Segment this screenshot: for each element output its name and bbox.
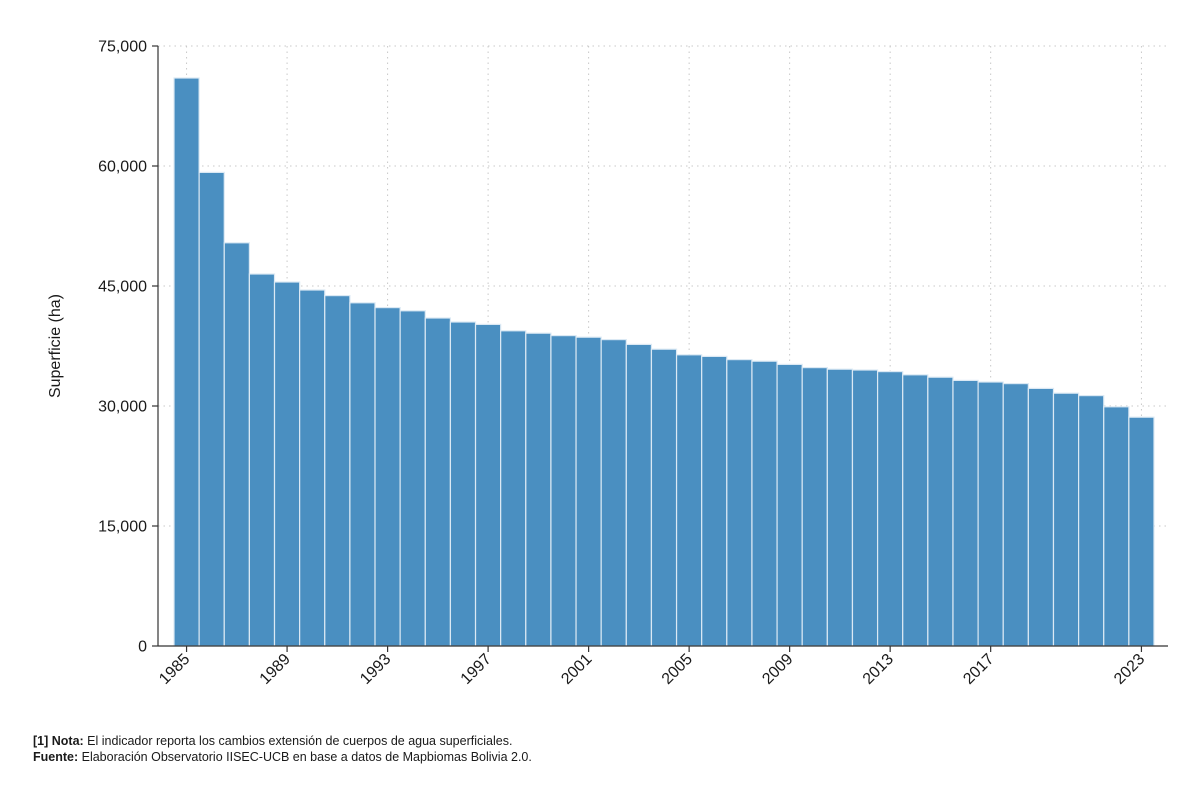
x-tick-label: 1997 (458, 651, 495, 688)
bar-2023 (1128, 416, 1155, 647)
bar-1992 (349, 302, 376, 647)
bar-2008 (751, 360, 778, 647)
bars (173, 77, 1155, 647)
bar-2009 (776, 363, 803, 647)
x-tick-label: 1985 (156, 651, 193, 688)
fuente-text: Elaboración Observatorio IISEC-UCB en ba… (78, 750, 532, 764)
bar-1997 (474, 323, 502, 647)
bar-1998 (500, 330, 527, 647)
bar-2014 (902, 374, 929, 647)
fuente-line: Fuente: Elaboración Observatorio IISEC-U… (33, 749, 532, 765)
bar-2010 (801, 367, 828, 647)
x-tick-label: 2001 (558, 651, 595, 688)
bar-1989 (273, 281, 301, 647)
y-tick-label: 0 (138, 639, 147, 656)
nota-line: [1] Nota: El indicador reporta los cambi… (33, 733, 532, 749)
axes (157, 46, 1168, 647)
bar-1996 (449, 321, 477, 647)
x-tick-label: 1989 (257, 651, 294, 688)
bar-1987 (223, 242, 250, 647)
x-tick-label: 2013 (860, 651, 897, 688)
footnotes: [1] Nota: El indicador reporta los cambi… (33, 733, 532, 765)
y-axis-ticks: 0 15,000 30,000 45,000 60,000 75,000 (98, 39, 158, 656)
bar-1985 (173, 77, 200, 647)
bar-2002 (600, 339, 627, 647)
bar-1995 (424, 317, 452, 647)
bar-2021 (1078, 395, 1105, 647)
bar-2019 (1027, 387, 1055, 647)
y-tick-label: 15,000 (98, 519, 147, 536)
bar-2011 (826, 368, 854, 647)
y-tick-label: 60,000 (98, 159, 147, 176)
bar-2022 (1103, 406, 1130, 647)
x-tick-label: 1993 (357, 651, 394, 688)
y-tick-label: 75,000 (98, 39, 147, 56)
bar-2003 (625, 343, 653, 647)
y-tick-label: 45,000 (98, 279, 147, 296)
bar-1999 (525, 332, 552, 647)
bar-2000 (550, 335, 577, 647)
fuente-label: Fuente: (33, 750, 79, 764)
bar-1993 (374, 307, 401, 647)
y-tick-label: 30,000 (98, 399, 147, 416)
bar-2007 (726, 359, 753, 647)
bar-2013 (876, 371, 904, 647)
bar-2004 (650, 348, 678, 647)
bar-2012 (851, 369, 879, 647)
bar-2001 (575, 336, 602, 647)
bar-1986 (198, 171, 225, 647)
bar-2017 (977, 381, 1004, 647)
x-tick-label: 2005 (659, 651, 696, 688)
x-tick-label: 2023 (1111, 651, 1148, 688)
x-tick-label: 2017 (960, 651, 997, 688)
bar-2016 (952, 379, 979, 647)
nota-label: [1] Nota: (33, 734, 84, 748)
x-tick-label: 2009 (759, 651, 796, 688)
y-axis-title: Superficie (ha) (47, 294, 64, 398)
x-axis-ticks: 1985 1989 1993 1997 2001 2005 2009 2013 2017 2023 (156, 646, 1148, 688)
bar-2018 (1002, 383, 1029, 647)
bar-1988 (248, 273, 276, 647)
bar-1994 (399, 310, 426, 647)
bar-2005 (675, 354, 703, 647)
bar-2020 (1052, 392, 1080, 647)
bar-2015 (927, 376, 954, 647)
bar-1990 (299, 289, 326, 647)
bar-1991 (324, 295, 351, 647)
bar-2006 (701, 355, 728, 647)
nota-text: El indicador reporta los cambios extensi… (83, 734, 513, 748)
